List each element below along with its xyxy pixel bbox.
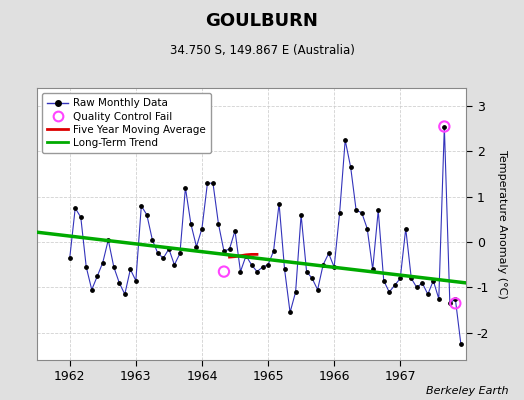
Point (132, 278, 140, 284)
Point (93, 273, 102, 279)
Point (357, 210, 366, 216)
Point (203, 180, 212, 186)
Point (407, 275, 416, 282)
Point (401, 225, 410, 232)
Point (143, 212, 151, 218)
Point (220, 248, 228, 254)
Point (181, 184, 190, 191)
Text: GOULBURN: GOULBURN (205, 12, 319, 30)
Point (374, 207, 383, 214)
Point (423, 291, 432, 298)
Point (214, 221, 223, 227)
Point (99, 259, 107, 266)
Point (88, 286, 96, 293)
Point (104, 237, 113, 243)
Text: Berkeley Earth: Berkeley Earth (426, 386, 508, 396)
Point (280, 266, 289, 272)
Point (264, 262, 272, 268)
Point (346, 164, 355, 170)
Point (198, 225, 206, 232)
Point (126, 266, 135, 272)
Point (192, 244, 201, 250)
Point (390, 282, 399, 288)
Point (434, 296, 443, 302)
Point (330, 264, 339, 270)
Point (269, 248, 278, 254)
Point (176, 250, 184, 257)
Point (115, 280, 124, 286)
Point (231, 228, 239, 234)
Point (451, 300, 460, 306)
Point (385, 289, 394, 295)
Point (220, 268, 228, 275)
Point (363, 225, 372, 232)
Point (352, 207, 361, 214)
Y-axis label: Temperature Anomaly (°C): Temperature Anomaly (°C) (497, 150, 507, 298)
Point (457, 341, 465, 347)
Point (379, 278, 388, 284)
Point (286, 309, 294, 316)
Point (165, 246, 173, 252)
Point (170, 262, 179, 268)
Legend: Raw Monthly Data, Quality Control Fail, Five Year Moving Average, Long-Term Tren: Raw Monthly Data, Quality Control Fail, … (42, 93, 211, 153)
Point (291, 289, 300, 295)
Point (110, 264, 118, 270)
Point (319, 262, 328, 268)
Point (275, 200, 283, 207)
Point (71, 205, 80, 211)
Point (297, 212, 305, 218)
Point (341, 137, 350, 143)
Point (77, 214, 85, 220)
Point (258, 264, 267, 270)
Point (302, 268, 311, 275)
Point (308, 275, 316, 282)
Point (121, 291, 129, 298)
Point (225, 246, 234, 252)
Point (445, 300, 454, 306)
Point (412, 284, 421, 291)
Point (209, 180, 217, 186)
Point (368, 266, 377, 272)
Point (137, 203, 146, 209)
Point (440, 123, 449, 130)
Point (187, 221, 195, 227)
Point (451, 296, 460, 302)
Point (418, 280, 427, 286)
Point (253, 268, 261, 275)
Point (396, 275, 405, 282)
Point (429, 278, 438, 284)
Point (236, 268, 245, 275)
Point (66, 255, 74, 261)
Point (440, 123, 449, 130)
Point (242, 252, 250, 259)
Point (159, 255, 168, 261)
Point (247, 262, 256, 268)
Point (335, 210, 344, 216)
Point (324, 250, 333, 257)
Point (82, 264, 91, 270)
Point (313, 286, 322, 293)
Point (154, 250, 162, 257)
Point (148, 237, 157, 243)
Text: 34.750 S, 149.867 E (Australia): 34.750 S, 149.867 E (Australia) (170, 44, 354, 57)
